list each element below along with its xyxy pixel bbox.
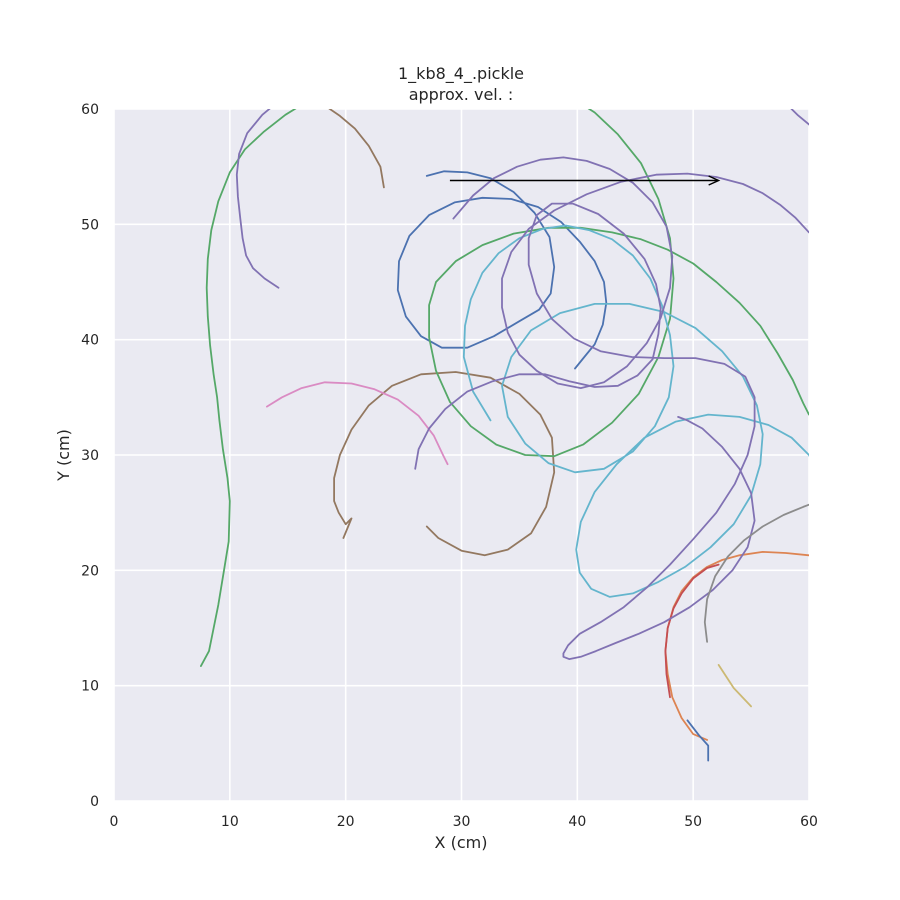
trajectory-line-11 (462, 224, 809, 598)
y-tick-label: 20 (81, 563, 99, 579)
trajectory-line-13 (452, 156, 809, 390)
y-tick-labels: 0 10 20 30 40 50 60 (81, 102, 99, 810)
y-axis-label: Y (cm) (54, 429, 73, 482)
arrow-group (449, 175, 721, 186)
trajectory-line-3 (328, 109, 385, 189)
x-tick-label: 30 (453, 814, 471, 830)
x-tick-label: 50 (684, 814, 702, 830)
chart-title: 1_kb8_4_.pickle (398, 64, 524, 84)
series-group (199, 109, 809, 762)
y-tick-label: 60 (81, 102, 99, 118)
trajectory-line-6 (333, 371, 556, 557)
x-tick-label: 0 (110, 814, 119, 830)
trajectory-line-12 (414, 202, 756, 660)
y-tick-label: 40 (81, 333, 99, 349)
x-tick-label: 10 (221, 814, 239, 830)
trajectory-line-9 (428, 109, 809, 458)
chart-subtitle: approx. vel. : (409, 85, 514, 104)
velocity-arrow-head (708, 175, 721, 186)
trajectory-line-5 (664, 563, 720, 699)
x-tick-labels: 0 10 20 30 40 50 60 (110, 814, 818, 830)
trajectory-line-15 (717, 664, 752, 708)
x-tick-label: 20 (337, 814, 355, 830)
x-tick-label: 40 (568, 814, 586, 830)
x-tick-label: 60 (800, 814, 818, 830)
y-tick-label: 50 (81, 217, 99, 233)
y-tick-label: 30 (81, 448, 99, 464)
trajectory-line-10 (790, 109, 809, 126)
trajectory-line-1 (199, 109, 297, 667)
y-tick-label: 10 (81, 679, 99, 695)
trajectory-line-7 (265, 381, 449, 466)
x-axis-label: X (cm) (435, 833, 488, 852)
trajectory-line-14 (703, 503, 809, 643)
trajectory-line-16 (686, 719, 710, 762)
grid-lines (113, 108, 810, 802)
y-tick-label: 0 (90, 794, 99, 810)
trajectory-line-2 (235, 109, 280, 289)
